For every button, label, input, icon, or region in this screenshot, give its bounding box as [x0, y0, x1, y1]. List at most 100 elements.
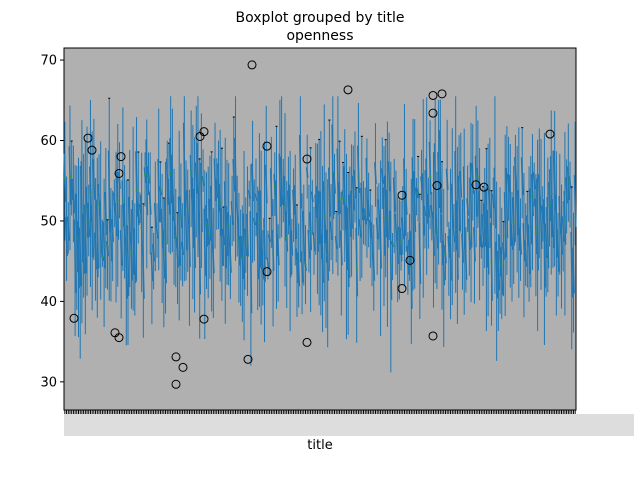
box [357, 145, 360, 193]
box [553, 150, 557, 212]
box [430, 205, 434, 218]
box [126, 225, 130, 296]
box [503, 192, 507, 258]
box [525, 215, 529, 246]
box [186, 190, 190, 225]
box [206, 218, 210, 245]
box [102, 221, 106, 269]
outlier-point [343, 85, 353, 95]
box [498, 235, 502, 277]
box [377, 199, 381, 221]
box [269, 168, 273, 216]
box [554, 194, 558, 258]
box [490, 222, 493, 301]
box [505, 167, 509, 239]
outlier-point [199, 127, 209, 137]
box [215, 179, 219, 198]
box [68, 146, 72, 205]
box [109, 209, 113, 262]
box [549, 156, 553, 237]
outlier-point [397, 190, 407, 200]
box [232, 159, 236, 192]
box [227, 212, 231, 247]
box [170, 154, 174, 221]
box [94, 232, 97, 270]
box [449, 228, 452, 281]
box [420, 176, 423, 188]
box [454, 151, 458, 251]
box [111, 219, 115, 242]
box [411, 157, 415, 262]
box [104, 191, 108, 235]
box [517, 189, 521, 251]
box [131, 200, 135, 275]
box [331, 124, 335, 219]
box [355, 227, 359, 297]
box [210, 185, 214, 250]
box [85, 186, 89, 238]
box [80, 161, 84, 263]
box [432, 212, 435, 256]
box [75, 193, 79, 273]
outlier-point [87, 145, 97, 155]
box [486, 209, 490, 275]
box [211, 245, 215, 274]
box [495, 241, 499, 299]
outlier-point [83, 133, 93, 143]
box [442, 240, 446, 286]
box [77, 221, 80, 289]
box [239, 235, 243, 259]
box [384, 175, 388, 238]
box [481, 214, 485, 247]
box [176, 237, 179, 268]
box [512, 197, 516, 246]
box [213, 158, 217, 202]
box [140, 195, 144, 254]
box [288, 184, 292, 278]
box [524, 240, 528, 267]
box [345, 205, 348, 271]
box [167, 178, 171, 215]
box [237, 219, 241, 266]
y-tick-label: 70 [40, 54, 57, 69]
box [421, 173, 425, 236]
box [259, 190, 263, 270]
box [568, 176, 572, 189]
box [92, 159, 96, 200]
box [350, 190, 353, 229]
box [394, 213, 398, 240]
box [493, 167, 497, 229]
box [290, 230, 294, 256]
box [534, 198, 538, 255]
box [97, 183, 101, 216]
y-axis: 30 40 50 60 70 [40, 54, 64, 390]
outlier-point [171, 379, 181, 389]
box [485, 188, 488, 268]
box [459, 171, 463, 198]
box [474, 155, 478, 217]
box [138, 204, 142, 213]
box [89, 166, 92, 223]
box [73, 219, 77, 294]
box [425, 158, 429, 224]
box [380, 168, 384, 184]
box [387, 161, 391, 192]
y-tick-label: 60 [40, 134, 57, 149]
box [114, 203, 118, 237]
box [558, 196, 562, 234]
box [522, 223, 526, 262]
box [476, 168, 480, 190]
box [488, 188, 492, 219]
x-tick-labels-overlap [64, 414, 634, 436]
box [181, 241, 185, 256]
box [300, 251, 304, 283]
box [153, 203, 157, 229]
box [145, 139, 149, 216]
outlier-point [302, 337, 312, 347]
box [112, 192, 116, 212]
box [343, 166, 347, 231]
box [397, 226, 401, 255]
box [251, 163, 254, 202]
box [409, 230, 413, 309]
box [334, 235, 338, 250]
